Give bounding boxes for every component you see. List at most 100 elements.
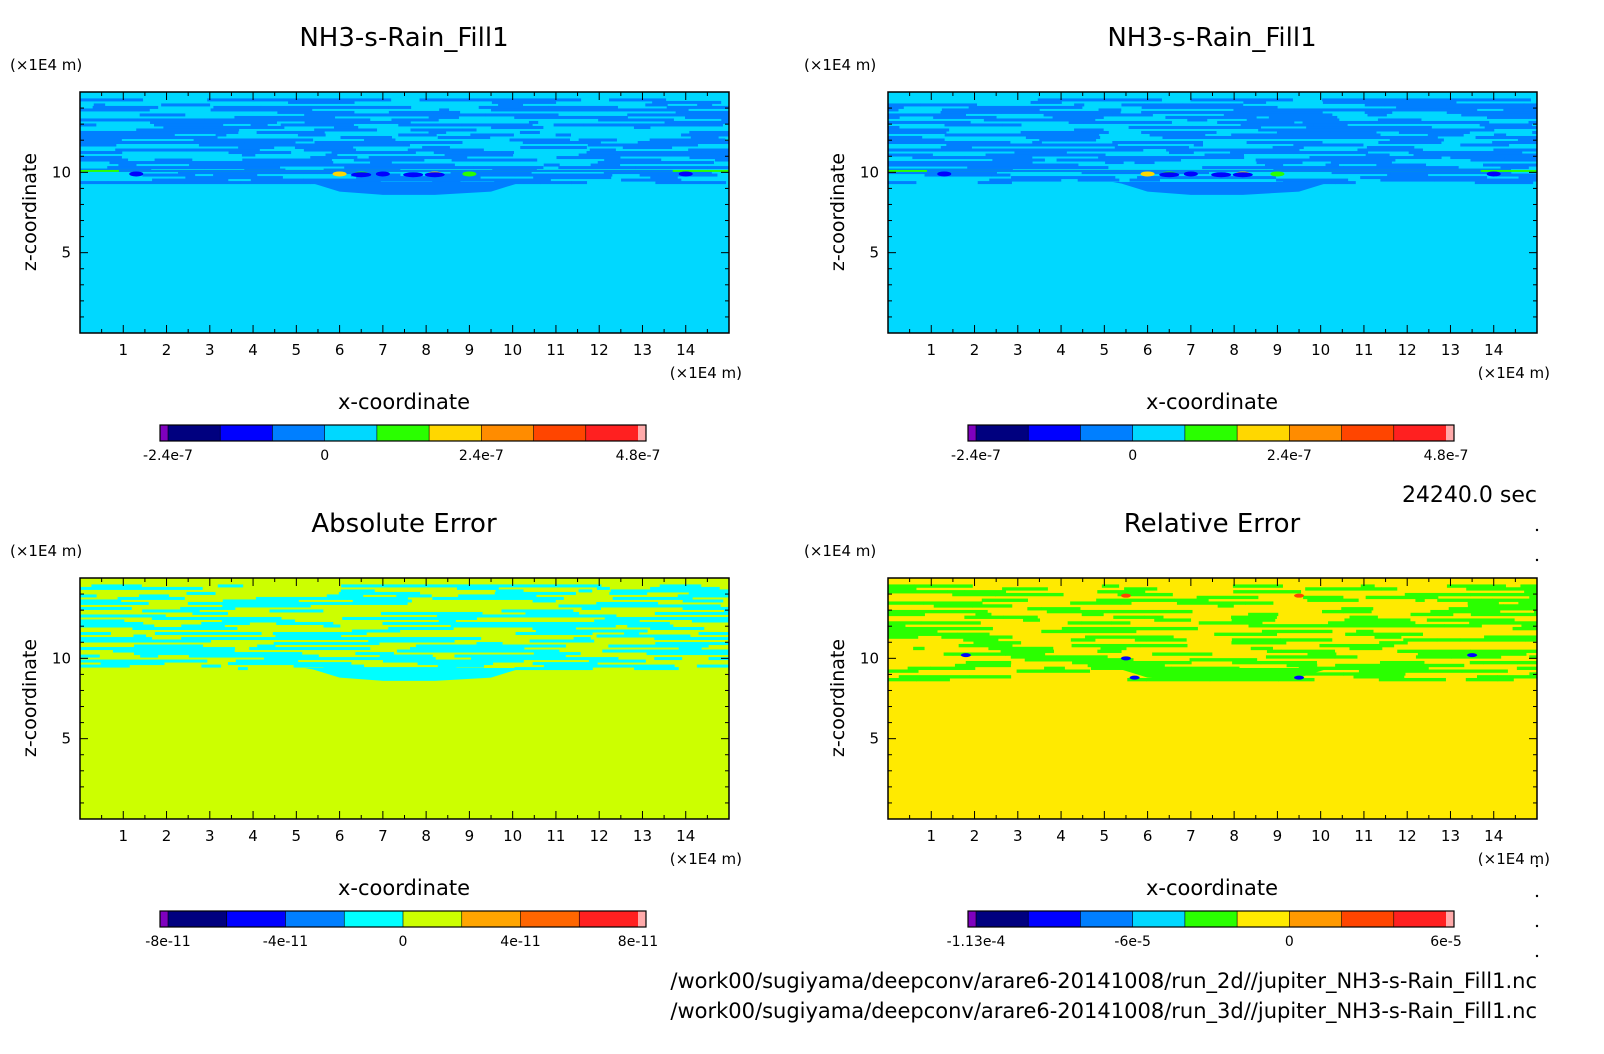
field-cell — [723, 609, 729, 613]
field-cell — [183, 181, 242, 185]
field-cell — [1487, 153, 1537, 157]
field-cell — [417, 662, 494, 666]
field-cell — [1407, 166, 1419, 170]
field-cell — [965, 660, 990, 665]
field-cell — [267, 178, 282, 182]
field-cell — [1430, 128, 1495, 132]
field-cell — [127, 118, 139, 122]
field-cell — [1459, 638, 1527, 642]
field-cell — [283, 98, 360, 102]
field-cell — [118, 169, 673, 172]
field-cell — [1030, 100, 1062, 104]
z-unit-label: (×1E4 m) — [804, 542, 876, 560]
field-cell — [691, 619, 719, 623]
field-cell — [80, 599, 122, 603]
field-cell — [535, 629, 573, 633]
field-cell — [203, 125, 260, 129]
colorbar-frame — [159, 424, 647, 442]
field-cell — [112, 649, 180, 653]
field-cell — [1536, 105, 1537, 109]
field-cell — [1378, 677, 1446, 682]
field-spot — [1294, 593, 1305, 598]
field-cell — [689, 130, 729, 134]
field-cell — [336, 642, 380, 646]
field-cell — [1010, 655, 1058, 659]
field-cell — [1002, 587, 1048, 591]
field-spot — [424, 172, 445, 178]
field-cell — [215, 133, 227, 137]
field-cell — [1436, 638, 1461, 642]
field-cell — [718, 589, 729, 593]
field-cell — [304, 667, 526, 681]
field-cell — [1525, 638, 1537, 642]
field-cell — [1517, 138, 1537, 142]
colorbar: -1.13e-4 -6e-5 0 6e-5 — [947, 910, 1462, 950]
field-cell — [924, 173, 992, 177]
colorbar-segment — [429, 425, 482, 441]
field-cell — [326, 594, 364, 598]
field-cell — [888, 148, 936, 152]
field-cell — [721, 118, 729, 122]
field-cell — [532, 599, 544, 603]
x-tick-label: 7 — [378, 341, 388, 359]
field-cell — [1107, 148, 1144, 152]
colorbar-segment — [168, 911, 227, 927]
field-cell — [946, 143, 986, 147]
field-cell — [314, 128, 338, 132]
field-cell — [352, 599, 412, 603]
field-cell — [991, 173, 1011, 177]
field-cell — [944, 123, 1003, 127]
field-cell — [578, 153, 627, 157]
field-cell — [1445, 133, 1464, 137]
field-cell — [508, 171, 532, 175]
field-cell — [1113, 615, 1146, 619]
field-cell — [1486, 115, 1529, 119]
field-cell — [80, 143, 117, 147]
field-cell — [700, 594, 729, 598]
field-cell — [888, 621, 922, 625]
field-cell — [1389, 138, 1444, 142]
field-cell — [504, 98, 556, 102]
field-spot — [1183, 171, 1198, 177]
field-cell — [1052, 115, 1104, 119]
colorbar-segment — [1341, 911, 1394, 927]
field-cell — [930, 666, 976, 670]
field-cell — [186, 148, 260, 152]
field-cell — [911, 135, 923, 139]
field-cell — [1450, 156, 1506, 160]
field-cell — [1266, 166, 1344, 170]
field-cell — [1073, 118, 1096, 122]
field-cell — [1254, 135, 1313, 139]
field-cell — [422, 146, 450, 150]
field-cell — [684, 644, 709, 648]
field-cell — [479, 178, 551, 182]
field-cell — [1467, 601, 1499, 605]
field-cell — [678, 647, 702, 651]
field-cell — [1377, 118, 1422, 122]
field-cell — [80, 614, 132, 618]
field-cell — [100, 662, 150, 666]
field-cell — [204, 166, 250, 170]
field-cell — [888, 626, 928, 631]
field-cell — [390, 657, 436, 661]
field-cell — [596, 586, 610, 590]
field-cell — [129, 148, 188, 152]
field-cell — [302, 642, 337, 646]
field-cell — [80, 601, 113, 605]
field-cell — [163, 128, 191, 132]
field-cell — [690, 135, 719, 139]
panel-title: Absolute Error — [311, 509, 497, 539]
field-cell — [249, 647, 301, 651]
colorbar-segment — [1080, 425, 1133, 441]
field-cell — [625, 153, 672, 157]
field-cell — [1245, 601, 1274, 605]
field-cell — [1531, 598, 1537, 602]
field-cell — [1041, 153, 1106, 157]
field-cell — [437, 664, 484, 668]
field-cell — [1448, 607, 1527, 611]
field-cell — [364, 138, 396, 142]
field-cell — [335, 113, 401, 117]
panel-bottom-right: Relative Error (×1E4 m) 1 2 3 4 5 6 7 8 9 10 11 12 1… — [804, 509, 1550, 950]
field-cell — [1343, 672, 1406, 676]
field-cell — [670, 153, 684, 157]
